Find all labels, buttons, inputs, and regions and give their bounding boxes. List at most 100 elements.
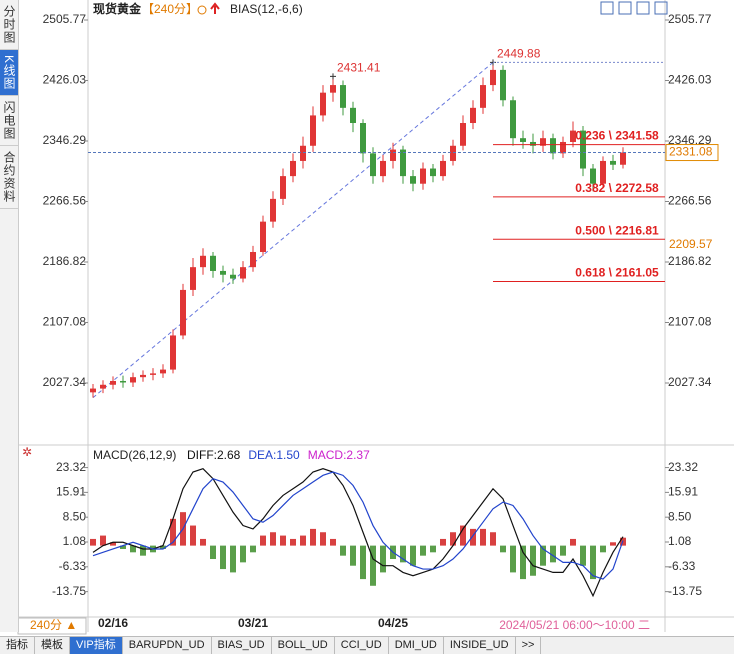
candle-body bbox=[490, 69, 496, 86]
candle-body bbox=[190, 267, 196, 290]
macd-bar bbox=[420, 545, 426, 556]
macd-bar bbox=[210, 545, 216, 560]
candle-body bbox=[610, 160, 616, 165]
bottom-tab[interactable]: INSIDE_UD bbox=[444, 637, 516, 654]
bottom-tab[interactable]: 模板 bbox=[35, 637, 70, 654]
period: 【240分】 bbox=[142, 2, 198, 16]
high-label: 2431.41 bbox=[337, 61, 381, 75]
side-tab[interactable]: 闪电图 bbox=[0, 96, 18, 147]
fib-label: 0.236 \ 2341.58 bbox=[575, 129, 659, 143]
candle-body bbox=[530, 141, 536, 146]
y-tick-label: 23.32 bbox=[56, 460, 86, 474]
macd-bar bbox=[480, 528, 486, 546]
candle-body bbox=[620, 152, 626, 165]
macd-bar bbox=[260, 535, 266, 546]
x-tick-label: 04/25 bbox=[378, 616, 408, 630]
indicator: BIAS(12,-6,6) bbox=[230, 2, 303, 16]
reference-box bbox=[666, 236, 718, 253]
macd-bar bbox=[230, 545, 236, 573]
legend-entry: DIFF:2.68 bbox=[187, 448, 241, 462]
candle-body bbox=[310, 115, 316, 146]
toolbar[interactable] bbox=[600, 1, 668, 15]
macd-bar bbox=[110, 542, 116, 546]
side-tab[interactable]: K线图 bbox=[0, 50, 18, 97]
y-tick-label: 8.50 bbox=[63, 509, 87, 523]
y-tick-label: 2027.34 bbox=[43, 375, 87, 389]
period-label: 240分 ▲ bbox=[30, 618, 77, 632]
candle-body bbox=[170, 335, 176, 370]
candle-body bbox=[150, 373, 156, 375]
bottom-tab[interactable]: DMI_UD bbox=[389, 637, 444, 654]
macd-bar bbox=[440, 538, 446, 546]
bottom-tab[interactable]: >> bbox=[516, 637, 542, 654]
side-tab[interactable]: 合约资料 bbox=[0, 146, 18, 210]
macd-bar bbox=[320, 532, 326, 546]
bottom-tab[interactable]: VIP指标 bbox=[70, 637, 123, 654]
candle-body bbox=[120, 380, 126, 383]
y-tick-label: 2266.56 bbox=[668, 194, 712, 208]
y-tick-label: 2186.82 bbox=[668, 254, 712, 268]
macd-bar bbox=[310, 528, 316, 546]
bottom-tab[interactable]: BOLL_UD bbox=[272, 637, 335, 654]
candle-body bbox=[220, 270, 226, 275]
macd-bar bbox=[540, 545, 546, 566]
bottom-tabs: 指标 模板 VIP指标 BARUPDN_UD BIAS_UD BOLL_UD CCI_UD D… bbox=[0, 636, 734, 654]
icon[interactable] bbox=[210, 2, 220, 14]
macd-bar bbox=[90, 538, 96, 546]
macd-bar bbox=[220, 545, 226, 570]
macd-bar bbox=[140, 545, 146, 556]
candle-body bbox=[600, 160, 606, 184]
macd-bar bbox=[400, 545, 406, 563]
candle-body bbox=[440, 160, 446, 177]
macd-bar bbox=[520, 545, 526, 580]
candle-body bbox=[430, 168, 436, 177]
candle-body bbox=[510, 100, 516, 139]
x-tick-label: 03/21 bbox=[238, 616, 268, 630]
macd-bar bbox=[270, 532, 276, 546]
candle-body bbox=[200, 255, 206, 268]
y-tick-label: 8.50 bbox=[668, 509, 692, 523]
y-tick-label: 23.32 bbox=[668, 460, 698, 474]
bottom-tab[interactable]: 指标 bbox=[0, 637, 35, 654]
reference-label: 2209.57 bbox=[669, 237, 713, 251]
candle-body bbox=[370, 153, 376, 177]
side-tabs: 分时图 K线图 闪电图 合约资料 bbox=[0, 0, 19, 632]
side-tab[interactable]: 分时图 bbox=[0, 0, 18, 50]
candle-body bbox=[560, 141, 566, 154]
macd-bar bbox=[550, 545, 556, 563]
macd-bar bbox=[170, 518, 176, 546]
candle-body bbox=[100, 384, 106, 389]
macd-bar bbox=[190, 525, 196, 546]
y-tick-label: 2426.03 bbox=[668, 73, 712, 87]
icon[interactable] bbox=[197, 5, 207, 15]
macd-bar bbox=[470, 528, 476, 546]
macd-bar bbox=[130, 545, 136, 553]
macd-line bbox=[92, 471, 624, 580]
candle-body bbox=[320, 92, 326, 116]
y-tick-label: -13.75 bbox=[668, 584, 702, 598]
y-tick-label: 2186.82 bbox=[43, 254, 87, 268]
macd-bar bbox=[330, 538, 336, 546]
candle-body bbox=[380, 160, 386, 177]
macd-bar bbox=[250, 545, 256, 553]
candle-body bbox=[390, 149, 396, 161]
candle-body bbox=[500, 69, 506, 101]
macd-bar bbox=[410, 545, 416, 566]
candle-body bbox=[360, 123, 366, 154]
bottom-tab[interactable]: CCI_UD bbox=[335, 637, 389, 654]
candle-body bbox=[290, 160, 296, 177]
candle-body bbox=[480, 85, 486, 108]
bottom-tab[interactable]: BIAS_UD bbox=[212, 637, 272, 654]
candle-body bbox=[140, 374, 146, 378]
y-tick-label: 1.08 bbox=[668, 534, 692, 548]
bottom-tab[interactable]: BARUPDN_UD bbox=[123, 637, 212, 654]
icon[interactable]: ✲ bbox=[22, 445, 32, 459]
macd-bar bbox=[290, 538, 296, 546]
candle-body bbox=[160, 369, 166, 374]
legend-entry: MACD:2.37 bbox=[308, 448, 370, 462]
macd-bar bbox=[500, 545, 506, 553]
candle-body bbox=[520, 138, 526, 142]
candle-body bbox=[540, 138, 546, 146]
